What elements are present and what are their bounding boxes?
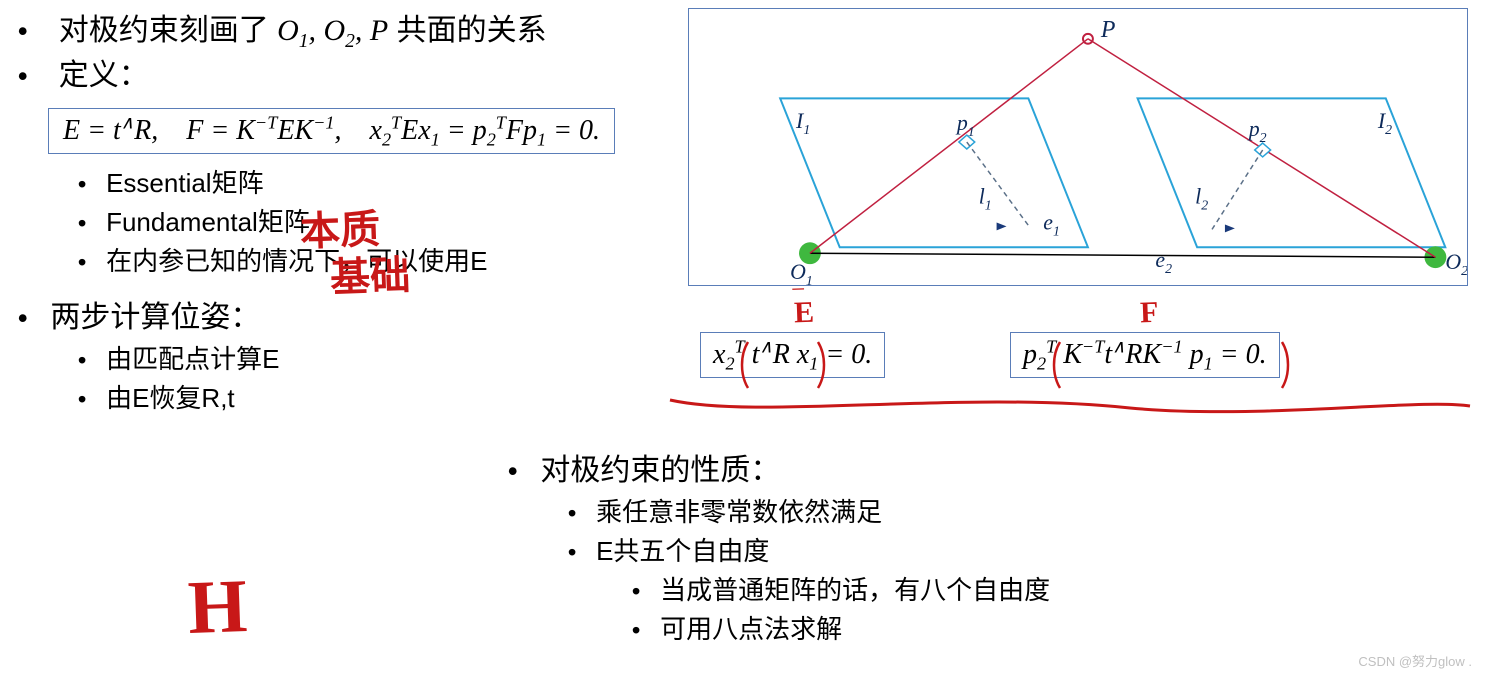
svg-text:p2: p2 <box>1247 117 1267 146</box>
text: 在内参已知的情况下，可以使用E <box>106 246 487 276</box>
bullet-scale: 乘任意非零常数依然满足 <box>568 493 1470 532</box>
slide-root: 对极约束刻画了 O1, O2, P 共面的关系 定义： E = t∧R, F =… <box>0 0 1486 676</box>
text: 对极约束的性质： <box>540 454 780 487</box>
bullet-compute-e: 由匹配点计算E <box>78 340 680 379</box>
text: 定义： <box>59 59 149 92</box>
math-o1o2p: O1, O2, P <box>277 14 388 47</box>
bullet-recover-rt: 由E恢复R,t <box>78 379 680 418</box>
left-column: 对极约束刻画了 O1, O2, P 共面的关系 定义： E = t∧R, F =… <box>0 8 680 418</box>
handwriting-e-label: E‾ <box>793 296 814 331</box>
svg-text:O2: O2 <box>1445 250 1467 279</box>
text: 由E恢复R,t <box>106 383 235 413</box>
bullet-coplanar: 对极约束刻画了 O1, O2, P 共面的关系 <box>18 8 680 53</box>
text: 乘任意非零常数依然满足 <box>596 497 882 527</box>
bullet-8point: 可用八点法求解 <box>632 610 1470 649</box>
svg-text:I1: I1 <box>795 109 810 138</box>
epipolar-diagram: P O1 O2 e1 e2 p1 p2 l1 l2 <box>688 8 1468 286</box>
formula-definition-box: E = t∧R, F = K−TEK−1, x2TEx1 = p2TFp1 = … <box>48 108 615 154</box>
handwriting-h: H <box>186 563 248 652</box>
equation-f-box: p2T K−Tt∧RK−1 p1 = 0. <box>1010 332 1280 378</box>
bullet-essential: Essential矩阵 <box>78 164 680 203</box>
svg-text:P: P <box>1100 17 1116 43</box>
bullet-intrinsics: 在内参已知的情况下，可以使用E <box>78 242 680 281</box>
equation-f: p2T K−Tt∧RK−1 p1 = 0. <box>1023 339 1267 370</box>
bullet-8dof: 当成普通矩阵的话，有八个自由度 <box>632 571 1470 610</box>
svg-text:I2: I2 <box>1377 109 1392 138</box>
text: E共五个自由度 <box>596 536 769 566</box>
text: 对极约束刻画了 <box>59 14 277 47</box>
text: Essential矩阵 <box>106 168 264 198</box>
svg-text:p1: p1 <box>955 111 975 140</box>
svg-text:e2: e2 <box>1155 248 1172 277</box>
bullet-5dof: E共五个自由度 <box>568 532 1470 571</box>
text: 共面的关系 <box>397 14 547 47</box>
text: 由匹配点计算E <box>106 344 279 374</box>
text: 两步计算位姿： <box>50 301 260 334</box>
text: Fundamental矩阵 <box>106 207 310 237</box>
bullet-fundamental: Fundamental矩阵 <box>78 203 680 242</box>
svg-text:e1: e1 <box>1043 210 1060 239</box>
equation-e-box: x2T t∧R x1 = 0. <box>700 332 885 378</box>
equation-e: x2T t∧R x1 = 0. <box>713 339 872 370</box>
text: 当成普通矩阵的话，有八个自由度 <box>660 575 1050 605</box>
svg-text:l2: l2 <box>1195 185 1208 214</box>
watermark: CSDN @努力glow . <box>1358 651 1472 670</box>
formula-definition: E = t∧R, F = K−TEK−1, x2TEx1 = p2TFp1 = … <box>63 115 600 146</box>
right-list: 对极约束的性质： 乘任意非零常数依然满足 E共五个自由度 当成普通矩阵的话，有八… <box>490 448 1470 649</box>
bullet-definition: 定义： <box>18 53 680 98</box>
svg-text:l1: l1 <box>979 185 992 214</box>
handwriting-f-label: F <box>1139 296 1159 331</box>
bullet-twostep: 两步计算位姿： <box>18 295 680 340</box>
text: 可用八点法求解 <box>660 614 842 644</box>
bullet-properties: 对极约束的性质： <box>508 448 1470 493</box>
